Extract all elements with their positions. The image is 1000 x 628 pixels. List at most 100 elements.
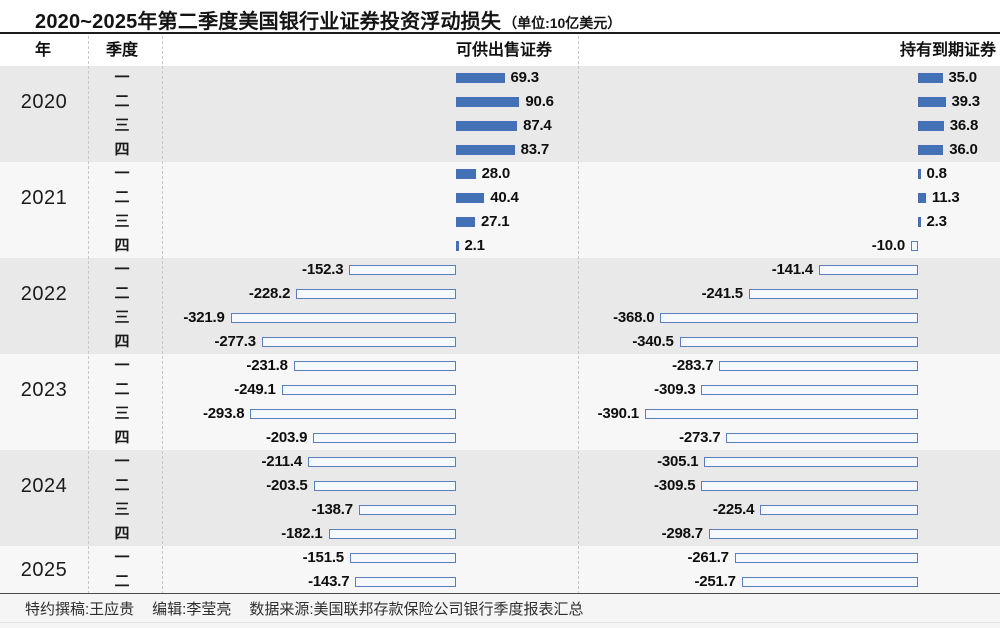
htm-value: 2.3 — [926, 213, 947, 230]
quarter-label: 一 — [114, 69, 130, 86]
footer-credits: 特约撰稿:王应贵 编辑:李莹亮 数据来源:美国联邦存款保险公司银行季度报表汇总 — [25, 598, 602, 619]
quarter-row: 二 -228.2 -241.5 — [0, 282, 1000, 306]
quarter-label: 二 — [114, 477, 130, 494]
year-group-2025: 2025 一 -151.5 -261.7 二 -143.7 -251.7 — [0, 546, 1000, 594]
htm-bar — [701, 385, 918, 395]
afs-value: -143.7 — [308, 573, 350, 590]
quarter-row: 四 83.7 36.0 — [0, 138, 1000, 162]
year-label: 2022 — [20, 283, 68, 305]
htm-bar — [704, 457, 918, 467]
htm-value: -283.7 — [672, 357, 714, 374]
quarter-row: 四 -277.3 -340.5 — [0, 330, 1000, 354]
afs-bar — [456, 169, 476, 179]
quarter-label: 二 — [114, 573, 130, 590]
quarter-label: 四 — [114, 237, 130, 254]
quarter-row: 三 -321.9 -368.0 — [0, 306, 1000, 330]
quarter-label: 四 — [114, 141, 130, 158]
quarter-row: 二 -203.5 -309.5 — [0, 474, 1000, 498]
column-divider-quarter-chart — [162, 36, 163, 594]
afs-value: 90.6 — [525, 93, 554, 110]
quarter-label: 三 — [114, 501, 130, 518]
quarter-label: 二 — [114, 285, 130, 302]
htm-bar — [679, 337, 918, 347]
afs-value: -277.3 — [214, 333, 257, 350]
afs-bar — [296, 289, 456, 299]
quarter-row: 四 2.1 -10.0 — [0, 234, 1000, 258]
htm-value: 36.0 — [949, 141, 978, 158]
quarter-label: 二 — [114, 381, 130, 398]
htm-bar — [911, 241, 918, 251]
quarter-row: 三 87.4 36.8 — [0, 114, 1000, 138]
afs-bar — [358, 505, 456, 515]
htm-bar — [819, 265, 918, 275]
afs-value: -231.8 — [246, 357, 288, 374]
quarter-row: 一 -151.5 -261.7 — [0, 546, 1000, 570]
afs-value: 2.1 — [464, 237, 485, 254]
quarter-label: 一 — [114, 261, 130, 278]
afs-bar — [349, 553, 456, 563]
htm-bar — [918, 169, 921, 179]
afs-value: -228.2 — [248, 285, 291, 302]
year-label: 2023 — [20, 379, 68, 401]
htm-value: -340.5 — [632, 333, 674, 350]
afs-bar — [349, 265, 456, 275]
quarter-label: 四 — [114, 525, 130, 542]
quarter-label: 二 — [114, 189, 130, 206]
column-header-year: 年 — [35, 42, 52, 59]
year-group-2020: 2020 一 69.3 35.0 二 90.6 39.3 三 87.4 36.8 四 83.7 36.0 — [0, 66, 1000, 162]
htm-value: 39.3 — [951, 93, 981, 110]
quarter-row: 二 40.4 11.3 — [0, 186, 1000, 210]
htm-bar — [918, 145, 944, 155]
quarter-row: 一 -231.8 -283.7 — [0, 354, 1000, 378]
chart-body: 2020 一 69.3 35.0 二 90.6 39.3 三 87.4 36.8 四 83.7 36.0… — [0, 66, 1000, 594]
afs-value: -151.5 — [302, 549, 345, 566]
htm-value: -141.4 — [771, 261, 814, 278]
htm-bar — [708, 529, 918, 539]
afs-value: -182.1 — [281, 525, 323, 542]
quarter-row: 三 -293.8 -390.1 — [0, 402, 1000, 426]
quarter-row: 二 -143.7 -251.7 — [0, 570, 1000, 594]
year-label: 2021 — [20, 187, 68, 209]
afs-bar — [250, 409, 456, 419]
afs-value: 27.1 — [480, 213, 510, 230]
htm-bar — [734, 553, 918, 563]
quarter-label: 三 — [114, 117, 130, 134]
column-header-quarter: 季度 — [105, 42, 138, 59]
footer-editor: 编辑:李莹亮 — [152, 601, 232, 618]
year-group-2023: 2023 一 -231.8 -283.7 二 -249.1 -309.3 三 -293.8 -39… — [0, 354, 1000, 450]
afs-value: -203.5 — [266, 477, 308, 494]
htm-value: 0.8 — [926, 165, 947, 182]
afs-value: 28.0 — [481, 165, 511, 182]
htm-value: -368.0 — [613, 309, 655, 326]
afs-value: -211.4 — [261, 453, 303, 470]
htm-value: 11.3 — [931, 189, 960, 206]
afs-bar — [456, 217, 475, 227]
column-header-held-to-maturity: 持有到期证券 — [899, 42, 996, 59]
afs-bar — [308, 457, 456, 467]
afs-value: 40.4 — [490, 189, 519, 206]
column-divider-year-quarter — [88, 36, 89, 594]
htm-bar — [918, 217, 921, 227]
afs-value: 83.7 — [520, 141, 550, 158]
afs-value: -293.8 — [203, 405, 245, 422]
htm-bar — [918, 97, 946, 107]
quarter-label: 四 — [114, 429, 130, 446]
htm-value: -225.4 — [712, 501, 755, 518]
column-header-available-for-sale: 可供出售证券 — [455, 42, 553, 59]
afs-bar — [456, 145, 515, 155]
quarter-row: 三 -138.7 -225.4 — [0, 498, 1000, 522]
quarter-label: 三 — [114, 213, 130, 230]
htm-bar — [741, 577, 918, 587]
afs-bar — [230, 313, 456, 323]
htm-bar — [918, 121, 944, 131]
quarter-label: 三 — [114, 309, 130, 326]
htm-bar — [918, 193, 926, 203]
afs-bar — [456, 241, 459, 251]
afs-value: 87.4 — [523, 117, 552, 134]
afs-bar — [355, 577, 456, 587]
htm-value: -241.5 — [701, 285, 744, 302]
htm-value: -251.7 — [694, 573, 736, 590]
quarter-row: 二 -249.1 -309.3 — [0, 378, 1000, 402]
quarter-row: 三 27.1 2.3 — [0, 210, 1000, 234]
afs-bar — [456, 97, 520, 107]
